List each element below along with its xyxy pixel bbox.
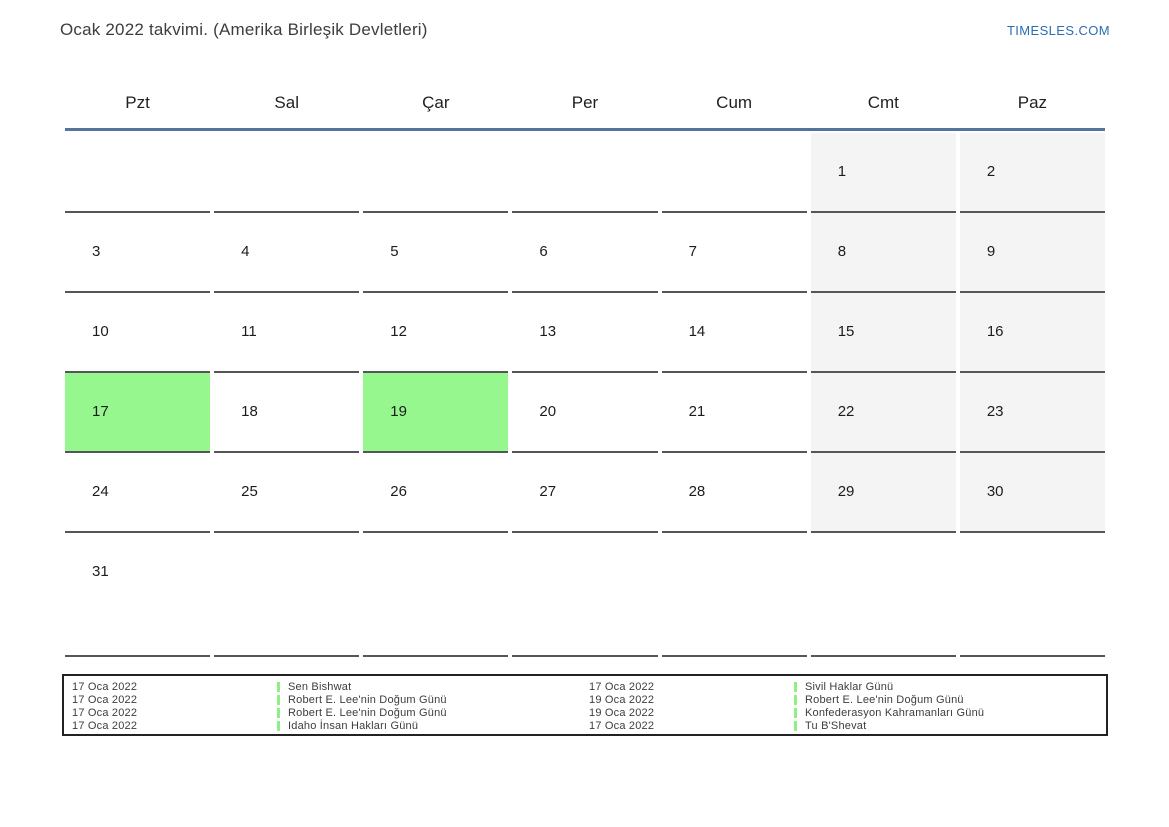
day-cell-25: 25 <box>214 453 360 533</box>
day-cell-20: 20 <box>512 373 658 453</box>
weekday-label-cum: Cum <box>716 93 753 112</box>
day-cell-empty <box>214 133 360 213</box>
day-cell-10: 10 <box>65 293 211 373</box>
day-cell-empty <box>214 533 360 657</box>
calendar-grid: Pzt Sal Çar Per Cum Cmt Paz 1 2 3 4 5 6 7 8 9 10 11 12 13 1… <box>65 78 1105 657</box>
event-color-bar-icon <box>794 707 797 718</box>
event-color-bar-icon <box>277 681 280 692</box>
day-cell-16: 16 <box>959 293 1105 373</box>
day-cell-empty <box>512 133 658 213</box>
day-cell-30: 30 <box>959 453 1105 533</box>
event-color-bar-icon <box>277 707 280 718</box>
weekday-header-row: Pzt Sal Çar Per Cum Cmt Paz <box>65 78 1105 131</box>
event-name: Sen Bishwat <box>288 680 352 693</box>
day-cell-28: 28 <box>661 453 807 533</box>
event-row: 17 Oca 2022 Sivil Haklar Günü <box>589 680 1106 693</box>
day-cell-14: 14 <box>661 293 807 373</box>
day-cell-21: 21 <box>661 373 807 453</box>
event-date: 17 Oca 2022 <box>72 680 138 693</box>
event-date: 19 Oca 2022 <box>589 693 655 706</box>
event-name: Tu B'Shevat <box>805 719 867 732</box>
day-cell-3: 3 <box>65 213 211 293</box>
day-cell-empty <box>363 133 509 213</box>
day-cell-1: 1 <box>810 133 956 213</box>
event-row: 17 Oca 2022 Robert E. Lee'nin Doğum Günü <box>72 693 589 706</box>
day-cell-27: 27 <box>512 453 658 533</box>
day-cell-29: 29 <box>810 453 956 533</box>
event-row: 17 Oca 2022 Idaho İnsan Hakları Günü <box>72 719 589 732</box>
event-row: 17 Oca 2022 Tu B'Shevat <box>589 719 1106 732</box>
event-color-bar-icon <box>794 681 797 692</box>
day-cell-26: 26 <box>363 453 509 533</box>
day-cell-9: 9 <box>959 213 1105 293</box>
weekday-label-çar: Çar <box>422 93 450 112</box>
day-cell-empty <box>65 133 211 213</box>
event-date: 17 Oca 2022 <box>72 719 138 732</box>
event-name: Robert E. Lee'nin Doğum Günü <box>288 693 447 706</box>
day-cell-8: 8 <box>810 213 956 293</box>
events-left-column: 17 Oca 2022 Sen Bishwat 17 Oca 2022 Robert … <box>72 680 589 732</box>
weekday-label-pzt: Pzt <box>125 93 150 112</box>
event-color-bar-icon <box>277 720 280 731</box>
event-color-bar-icon <box>794 720 797 731</box>
day-cell-6: 6 <box>512 213 658 293</box>
page-title: Ocak 2022 takvimi. (Amerika Birleşik Dev… <box>60 20 428 39</box>
event-name: Idaho İnsan Hakları Günü <box>288 719 419 732</box>
holiday-events-box: 17 Oca 2022 Sen Bishwat 17 Oca 2022 Robert … <box>62 674 1108 736</box>
timesles-site-link[interactable]: TIMESLES.COM <box>1006 23 1110 38</box>
day-cell-15: 15 <box>810 293 956 373</box>
day-cell-24: 24 <box>65 453 211 533</box>
day-cell-empty <box>959 533 1105 657</box>
event-name: Robert E. Lee'nin Doğum Günü <box>805 693 964 706</box>
day-cell-23: 23 <box>959 373 1105 453</box>
event-date: 17 Oca 2022 <box>589 719 655 732</box>
day-cell-31: 31 <box>65 533 211 657</box>
event-date: 19 Oca 2022 <box>589 706 655 719</box>
event-name: Konfederasyon Kahramanları Günü <box>805 706 985 719</box>
week-row-4: 17 18 19 20 21 22 23 <box>65 373 1105 453</box>
event-row: 17 Oca 2022 Sen Bishwat <box>72 680 589 693</box>
day-cell-11: 11 <box>214 293 360 373</box>
day-cell-19: 19 <box>363 373 509 453</box>
day-cell-17: 17 <box>65 373 211 453</box>
event-row: 17 Oca 2022 Robert E. Lee'nin Doğum Günü <box>72 706 589 719</box>
day-cell-empty <box>810 533 956 657</box>
day-cell-4: 4 <box>214 213 360 293</box>
weekday-label-per: Per <box>571 93 599 112</box>
event-name: Robert E. Lee'nin Doğum Günü <box>288 706 447 719</box>
day-cell-empty <box>363 533 509 657</box>
weekday-label-sal: Sal <box>274 93 299 112</box>
weekday-label-cmt: Cmt <box>867 93 899 112</box>
day-cell-empty <box>661 133 807 213</box>
day-cell-13: 13 <box>512 293 658 373</box>
event-row: 19 Oca 2022 Robert E. Lee'nin Doğum Günü <box>589 693 1106 706</box>
day-cell-empty <box>661 533 807 657</box>
day-cell-7: 7 <box>661 213 807 293</box>
week-row-6: 31 <box>65 533 1105 657</box>
week-row-3: 10 11 12 13 14 15 16 <box>65 293 1105 373</box>
weekday-label-paz: Paz <box>1017 93 1048 112</box>
calendar-weeks: 1 2 3 4 5 6 7 8 9 10 11 12 13 14 15 16 17 18 19 20 21 22 23 24 2… <box>65 133 1105 657</box>
day-cell-5: 5 <box>363 213 509 293</box>
event-name: Sivil Haklar Günü <box>805 680 894 693</box>
event-row: 19 Oca 2022 Konfederasyon Kahramanları Gü… <box>589 706 1106 719</box>
event-date: 17 Oca 2022 <box>72 693 138 706</box>
events-right-column: 17 Oca 2022 Sivil Haklar Günü 19 Oca 2022 R… <box>589 680 1106 732</box>
day-cell-empty <box>512 533 658 657</box>
week-row-5: 24 25 26 27 28 29 30 <box>65 453 1105 533</box>
day-cell-18: 18 <box>214 373 360 453</box>
event-date: 17 Oca 2022 <box>589 680 655 693</box>
day-cell-2: 2 <box>959 133 1105 213</box>
event-color-bar-icon <box>277 694 280 705</box>
event-date: 17 Oca 2022 <box>72 706 138 719</box>
event-color-bar-icon <box>794 694 797 705</box>
day-cell-22: 22 <box>810 373 956 453</box>
day-cell-12: 12 <box>363 293 509 373</box>
